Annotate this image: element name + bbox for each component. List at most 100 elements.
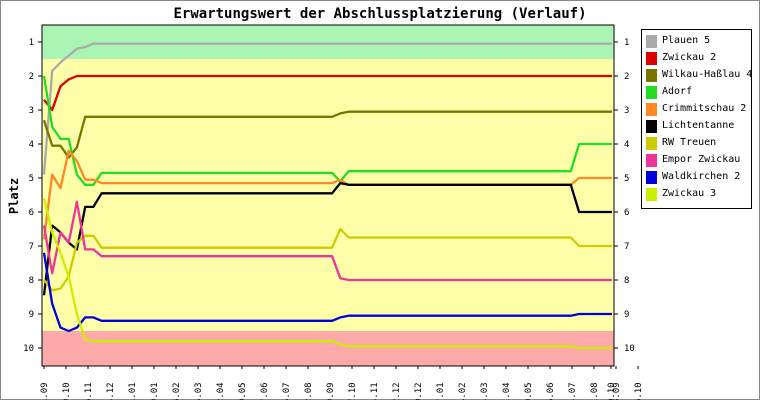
x-tick-label: 25.03 bbox=[194, 382, 204, 400]
x-tick-label: 20.05 bbox=[238, 382, 248, 400]
x-tick-label: 08.09 bbox=[612, 382, 622, 400]
y-tick-label-left: 3 bbox=[29, 106, 34, 116]
legend: Plauen 5 Zwickau 2 Wilkau-Haßlau 4 Adorf Cri… bbox=[641, 29, 752, 209]
y-tick-label-left: 1 bbox=[29, 38, 34, 48]
x-tick-label: 01.01 bbox=[128, 382, 138, 400]
legend-label: Lichtentanne bbox=[662, 120, 735, 131]
legend-label: Plauen 5 bbox=[662, 35, 711, 46]
legend-swatch bbox=[646, 103, 657, 116]
series-line-waldkirchen-2 bbox=[42, 252, 612, 333]
x-tick-label: 09.09 bbox=[326, 382, 336, 400]
y-tick-label-left: 5 bbox=[29, 174, 34, 184]
x-tick-label: 30.12 bbox=[414, 382, 424, 400]
x-axis: 11.09 09.10 06.11 04.12 01.01 29.01 26.02 25.03… bbox=[40, 366, 644, 400]
legend-label: Crimmitschau 2 bbox=[662, 103, 747, 114]
legend-swatch bbox=[646, 69, 657, 82]
legend-item: Crimmitschau 2 bbox=[646, 101, 750, 117]
x-tick-label: 17.06 bbox=[260, 382, 270, 400]
legend-swatch bbox=[646, 137, 657, 150]
legend-label: RW Treuen bbox=[662, 137, 717, 148]
y-tick-label-right: 7 bbox=[624, 242, 629, 252]
legend-swatch bbox=[646, 154, 657, 167]
legend-swatch bbox=[646, 188, 657, 201]
y-tick-label-left: 2 bbox=[29, 72, 34, 82]
y-tick-label-left: 9 bbox=[29, 310, 34, 320]
series-line-plauen-5 bbox=[42, 42, 612, 175]
legend-item: RW Treuen bbox=[646, 135, 750, 151]
legend-item: Adorf bbox=[646, 84, 750, 100]
x-tick-label: 11.08 bbox=[590, 382, 600, 400]
x-tick-label: 09.10 bbox=[62, 382, 72, 400]
x-tick-label: 15.07 bbox=[282, 382, 292, 400]
legend-item: Lichtentanne bbox=[646, 118, 750, 134]
band-top bbox=[42, 25, 614, 59]
legend-label: Zwickau 2 bbox=[662, 52, 717, 63]
series-line-zwickau-2 bbox=[43, 74, 612, 112]
x-tick-label: 06.10 bbox=[634, 382, 644, 400]
y-tick-label-right: 1 bbox=[624, 38, 629, 48]
x-tick-label: 26.02 bbox=[172, 382, 182, 400]
y-axis-right: 1 2 3 4 5 6 7 8 9 10 bbox=[614, 38, 635, 354]
y-tick-label-right: 6 bbox=[624, 208, 629, 218]
x-tick-label: 16.06 bbox=[546, 382, 556, 400]
x-tick-label: 04.12 bbox=[106, 382, 116, 400]
x-tick-label: 24.03 bbox=[480, 382, 490, 400]
legend-swatch bbox=[646, 171, 657, 184]
band-middle bbox=[42, 59, 614, 331]
y-tick-label-right: 9 bbox=[624, 310, 629, 320]
legend-swatch bbox=[646, 35, 657, 48]
y-tick-label-right: 3 bbox=[624, 106, 629, 116]
legend-item: Plauen 5 bbox=[646, 33, 750, 49]
series-line-zwickau-3 bbox=[42, 198, 612, 350]
legend-label: Wilkau-Haßlau 4 bbox=[662, 69, 753, 80]
x-tick-label: 29.01 bbox=[150, 382, 160, 400]
legend-item: Wilkau-Haßlau 4 bbox=[646, 67, 753, 83]
x-tick-label: 19.05 bbox=[524, 382, 534, 400]
plot-background bbox=[41, 24, 615, 367]
y-tick-label-right: 10 bbox=[624, 344, 635, 354]
band-bottom bbox=[42, 331, 614, 366]
series-line-rw-treuen bbox=[43, 227, 612, 292]
y-axis-left: 1 2 3 4 5 6 7 8 9 10 bbox=[23, 38, 42, 354]
x-tick-label: 11.09 bbox=[40, 382, 50, 400]
x-tick-label: 22.04 bbox=[216, 382, 226, 400]
legend-item: Zwickau 3 bbox=[646, 186, 750, 202]
x-tick-label: 07.10 bbox=[348, 382, 358, 400]
legend-item: Zwickau 2 bbox=[646, 50, 750, 66]
legend-label: Waldkirchen 2 bbox=[662, 171, 741, 182]
legend-swatch bbox=[646, 120, 657, 133]
y-tick-label-right: 5 bbox=[624, 174, 629, 184]
x-tick-label: 02.12 bbox=[392, 382, 402, 400]
legend-label: Empor Zwickau bbox=[662, 154, 741, 165]
plot-border bbox=[41, 24, 615, 367]
series-line-adorf bbox=[42, 75, 612, 186]
legend-label: Adorf bbox=[662, 86, 693, 97]
y-tick-label-left: 6 bbox=[29, 208, 34, 218]
y-tick-label-left: 7 bbox=[29, 242, 34, 252]
series-lines bbox=[42, 42, 612, 350]
y-tick-label-right: 4 bbox=[624, 140, 629, 150]
y-tick-label-right: 2 bbox=[624, 72, 629, 82]
legend-item: Empor Zwickau bbox=[646, 152, 750, 168]
chart-title: Erwartungswert der Abschlussplatzierung … bbox=[173, 6, 586, 22]
series-line-wilkau-ha-lau-4 bbox=[42, 110, 612, 159]
y-tick-label-left: 4 bbox=[29, 140, 34, 150]
y-axis-label: Platz bbox=[7, 178, 21, 214]
x-tick-label: 14.07 bbox=[568, 382, 578, 400]
series-line-lichtentanne bbox=[42, 181, 612, 296]
series-line-empor-zwickau bbox=[42, 200, 612, 282]
x-tick-label: 20.10 bbox=[607, 382, 617, 400]
x-tick-label: 12.08 bbox=[304, 382, 314, 400]
y-tick-label-left: 8 bbox=[29, 276, 34, 286]
legend-swatch bbox=[646, 52, 657, 65]
legend-label: Zwickau 3 bbox=[662, 188, 717, 199]
x-tick-label: 21.04 bbox=[502, 382, 512, 400]
legend-item: Waldkirchen 2 bbox=[646, 169, 750, 185]
x-tick-label: 27.01 bbox=[436, 382, 446, 400]
x-tick-label: 24.02 bbox=[458, 382, 468, 400]
y-tick-label-left: 10 bbox=[23, 344, 34, 354]
x-tick-label: 06.11 bbox=[84, 382, 94, 400]
legend-swatch bbox=[646, 86, 657, 99]
x-tick-label: 04.11 bbox=[370, 382, 380, 400]
